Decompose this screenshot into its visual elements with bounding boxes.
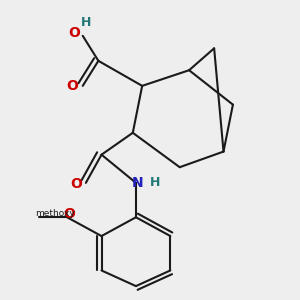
Text: H: H <box>149 176 160 189</box>
Text: N: N <box>132 176 143 190</box>
Text: methoxy: methoxy <box>35 209 75 218</box>
Text: O: O <box>66 79 78 93</box>
Text: O: O <box>64 206 76 220</box>
Text: H: H <box>81 16 91 29</box>
Text: O: O <box>69 26 80 40</box>
Text: O: O <box>70 177 83 191</box>
